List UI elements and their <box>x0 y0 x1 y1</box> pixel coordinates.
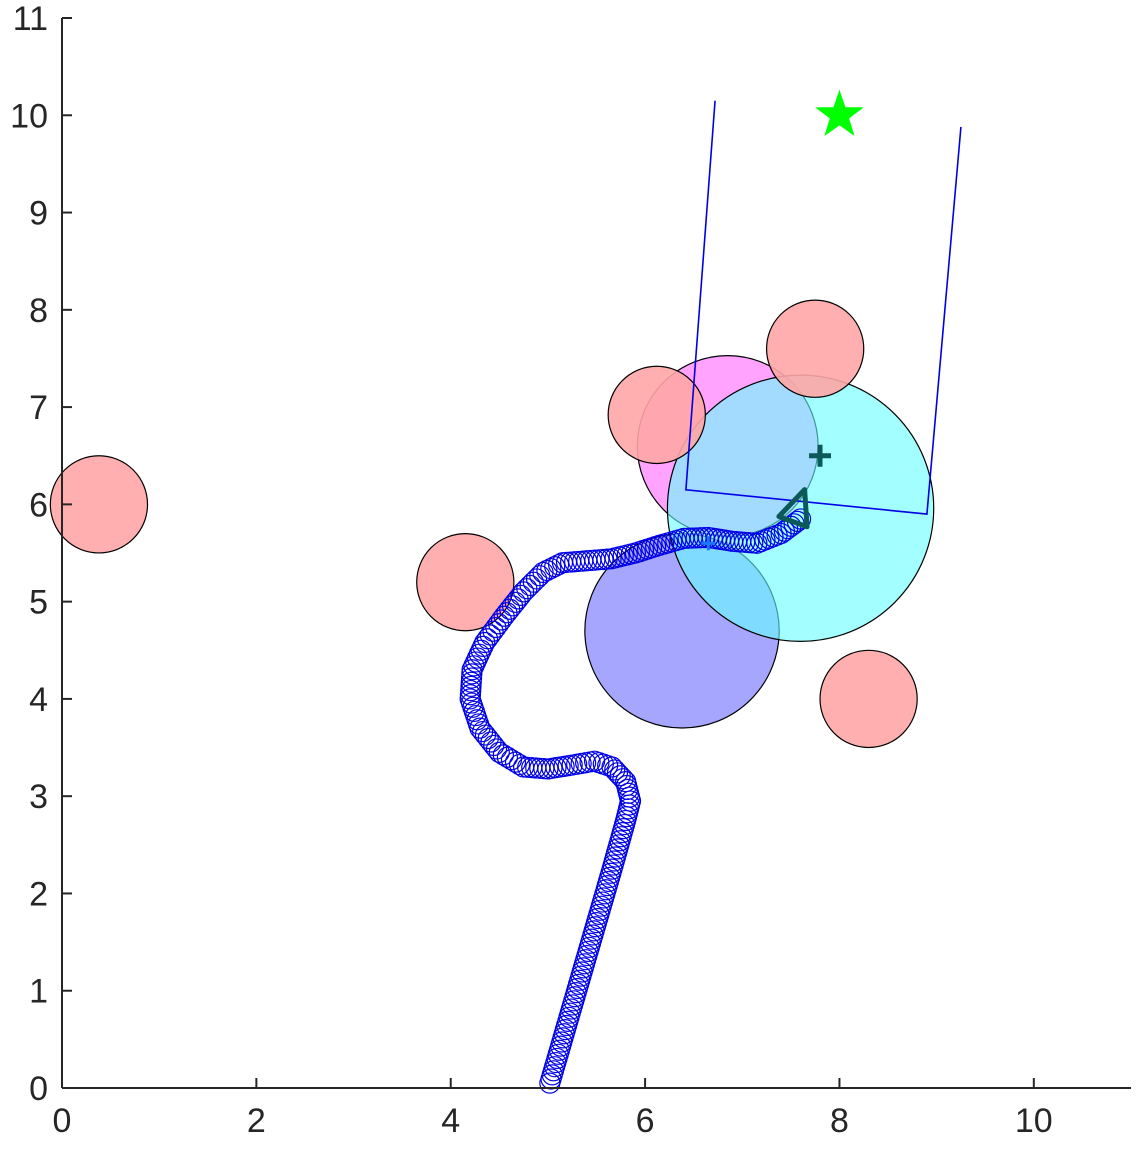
y-tick-label: 8 <box>29 292 48 330</box>
y-tick-label: 9 <box>29 195 48 233</box>
trajectory-point <box>612 768 634 790</box>
obstacle-4 <box>819 649 918 749</box>
trajectory-point <box>472 635 494 657</box>
y-tick-label: 10 <box>10 97 48 135</box>
obstacle-2 <box>607 365 706 465</box>
y-tick-label: 3 <box>29 778 48 816</box>
y-tick-label: 1 <box>29 973 48 1011</box>
trajectory-point <box>485 616 507 639</box>
trajectory-point <box>490 609 513 631</box>
x-tick-label: 2 <box>247 1102 266 1140</box>
trajectory-point <box>476 628 499 650</box>
trajectory-layer <box>459 508 812 1094</box>
obstacle-3 <box>765 299 865 398</box>
x-tick-label: 10 <box>1015 1102 1053 1140</box>
region-disc-2 <box>666 374 935 642</box>
trajectory-point <box>615 770 637 793</box>
trajectory-point <box>479 624 501 646</box>
y-tick-label: 0 <box>29 1070 48 1108</box>
target-cross-marker <box>809 444 832 467</box>
trajectory-point <box>604 759 626 781</box>
trajectory-point <box>474 631 496 654</box>
x-tick-label: 0 <box>53 1102 72 1140</box>
y-tick-label: 11 <box>13 0 48 38</box>
x-tick-label: 6 <box>636 1102 655 1140</box>
current-position-marker <box>701 536 716 551</box>
obstacle-layer <box>49 299 918 749</box>
trajectory-point <box>482 620 504 642</box>
y-tick-label: 4 <box>29 681 48 719</box>
robot-triangle-marker <box>776 487 810 530</box>
obstacle-1 <box>416 532 515 632</box>
x-tick-label: 8 <box>830 1102 849 1140</box>
x-tick-label: 4 <box>441 1102 460 1140</box>
axes-layer: 0 2 4 6 8 10 0 1 2 3 4 5 6 7 8 9 10 11 <box>10 0 1131 1140</box>
y-tick-label: 6 <box>29 486 48 524</box>
obstacle-0 <box>49 455 149 554</box>
region-layer <box>584 355 935 729</box>
goal-star-marker <box>815 89 864 136</box>
y-tick-label: 5 <box>29 584 48 622</box>
marker-layer <box>701 89 864 551</box>
y-tick-label: 7 <box>29 389 48 427</box>
y-tick-label: 2 <box>29 875 48 913</box>
trajectory-point <box>488 613 510 635</box>
